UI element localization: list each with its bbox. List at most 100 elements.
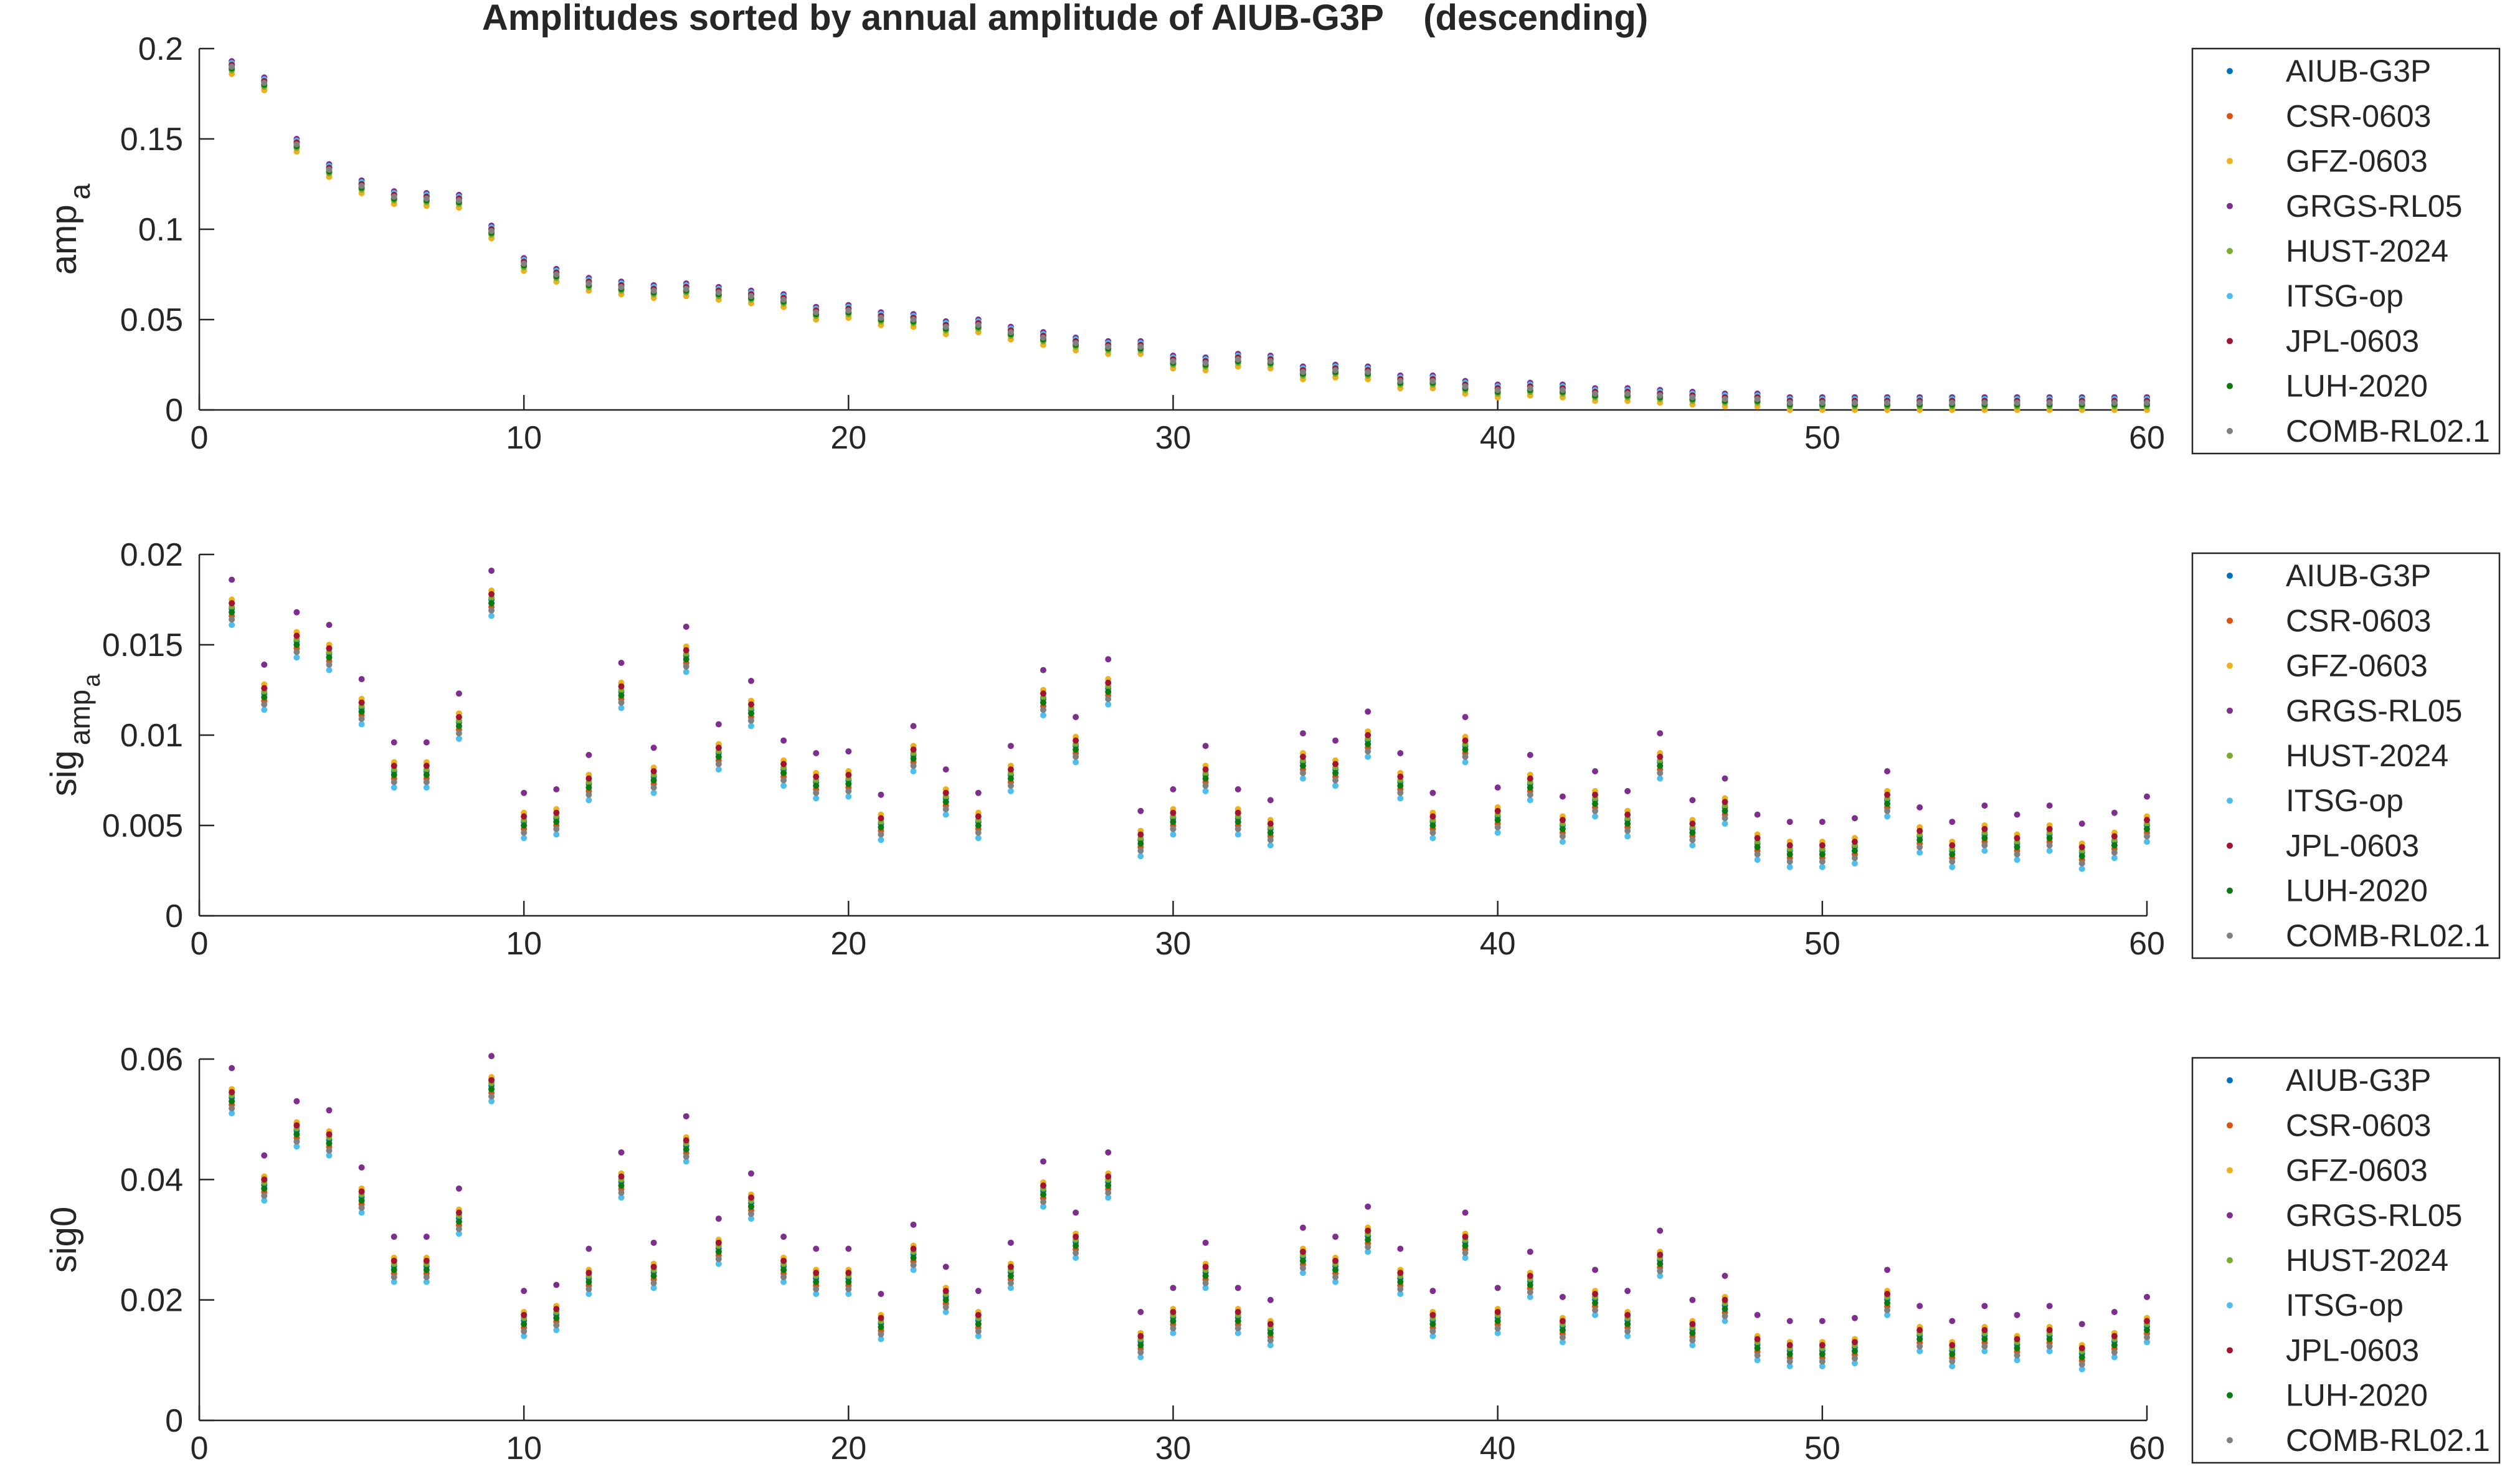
- data-point: [585, 1245, 592, 1252]
- data-point: [975, 835, 982, 842]
- data-point: [391, 779, 397, 786]
- data-point: [1916, 844, 1923, 850]
- legend-marker: [2227, 1212, 2233, 1219]
- data-point: [1722, 1313, 1728, 1319]
- data-point: [1624, 1333, 1631, 1339]
- data-point: [358, 183, 365, 189]
- data-point: [1657, 1273, 1664, 1279]
- data-point: [2046, 835, 2053, 842]
- data-point: [1981, 802, 1988, 809]
- data-point: [1527, 791, 1533, 798]
- data-point: [1332, 769, 1339, 776]
- data-point: [1462, 1250, 1469, 1257]
- data-point: [1754, 1357, 1761, 1364]
- data-point: [1007, 1285, 1014, 1291]
- data-point: [1073, 1209, 1079, 1216]
- data-point: [2078, 1345, 2085, 1351]
- legend-label: HUST-2024: [2286, 738, 2448, 773]
- data-point: [391, 763, 397, 769]
- data-point: [1851, 1360, 1858, 1367]
- data-point: [1592, 1307, 1599, 1314]
- data-point: [1137, 1309, 1144, 1315]
- data-point: [358, 1197, 365, 1204]
- data-point: [1365, 1203, 1371, 1210]
- data-point: [813, 1270, 820, 1276]
- data-point: [1624, 787, 1631, 794]
- data-point: [1916, 1327, 1923, 1333]
- data-point: [1007, 1239, 1014, 1246]
- data-point: [1754, 1311, 1761, 1318]
- data-point: [585, 1278, 592, 1285]
- data-point: [2144, 399, 2150, 406]
- series-luh-2020: [229, 600, 2150, 860]
- data-point: [1365, 741, 1371, 748]
- data-point: [2046, 1327, 2053, 1333]
- legend-marker: [2227, 427, 2233, 434]
- data-point: [293, 632, 300, 639]
- data-point: [1429, 822, 1436, 829]
- data-point: [261, 80, 268, 87]
- data-point: [2078, 853, 2085, 860]
- data-point: [1754, 844, 1761, 850]
- data-point: [715, 766, 722, 773]
- data-point: [1916, 849, 1923, 856]
- data-point: [1202, 766, 1209, 773]
- data-point: [1105, 701, 1112, 708]
- data-point: [942, 1296, 949, 1303]
- data-point: [521, 835, 528, 842]
- data-point: [521, 829, 528, 836]
- data-point: [1267, 829, 1274, 836]
- data-point: [942, 799, 949, 806]
- data-point: [1040, 690, 1047, 697]
- data-point: [1429, 378, 1436, 384]
- data-point: [618, 683, 625, 690]
- data-point: [1494, 1309, 1501, 1315]
- data-point: [553, 1322, 560, 1329]
- data-point: [1462, 383, 1469, 390]
- legend-marker: [2227, 68, 2233, 75]
- data-point: [521, 1328, 528, 1334]
- data-point: [910, 768, 917, 774]
- series-grgs-rl05: [229, 568, 2150, 827]
- y-axis-label: sig0: [44, 1207, 84, 1273]
- data-point: [1624, 1288, 1631, 1295]
- data-point: [1267, 1342, 1274, 1349]
- legend-label: AIUB-G3P: [2286, 1063, 2431, 1098]
- data-point: [488, 612, 495, 619]
- series-comb-rl02-1: [229, 1093, 2150, 1368]
- data-point: [455, 1230, 462, 1237]
- data-point: [942, 811, 949, 818]
- data-point: [1981, 842, 1988, 849]
- data-point: [1624, 1321, 1631, 1328]
- data-point: [2111, 1333, 2118, 1339]
- data-point: [423, 1278, 430, 1285]
- data-point: [1494, 387, 1501, 394]
- data-point: [261, 685, 268, 692]
- data-point: [1365, 748, 1371, 755]
- data-point: [1754, 1352, 1761, 1359]
- x-tick-label: 0: [191, 420, 209, 456]
- data-point: [1170, 809, 1177, 816]
- data-point: [683, 624, 689, 630]
- legend-marker: [2227, 1347, 2233, 1354]
- data-point: [2014, 1311, 2020, 1318]
- data-point: [1299, 1248, 1306, 1255]
- y-axis-label: amp a: [44, 183, 96, 275]
- x-tick-label: 10: [506, 420, 542, 456]
- data-point: [229, 609, 235, 616]
- data-point: [1105, 656, 1112, 663]
- data-point: [780, 1234, 787, 1240]
- data-point: [2111, 1342, 2118, 1349]
- data-point: [229, 1110, 235, 1116]
- data-point: [326, 654, 333, 661]
- data-point: [2078, 399, 2085, 406]
- legend-label: HUST-2024: [2286, 1243, 2448, 1278]
- data-point: [1494, 824, 1501, 830]
- data-point: [1624, 1328, 1631, 1334]
- legend-marker: [2227, 662, 2233, 669]
- data-point: [1429, 835, 1436, 842]
- data-point: [1754, 851, 1761, 858]
- data-point: [1624, 827, 1631, 834]
- legend-marker: [2227, 1392, 2233, 1399]
- data-point: [261, 1185, 268, 1192]
